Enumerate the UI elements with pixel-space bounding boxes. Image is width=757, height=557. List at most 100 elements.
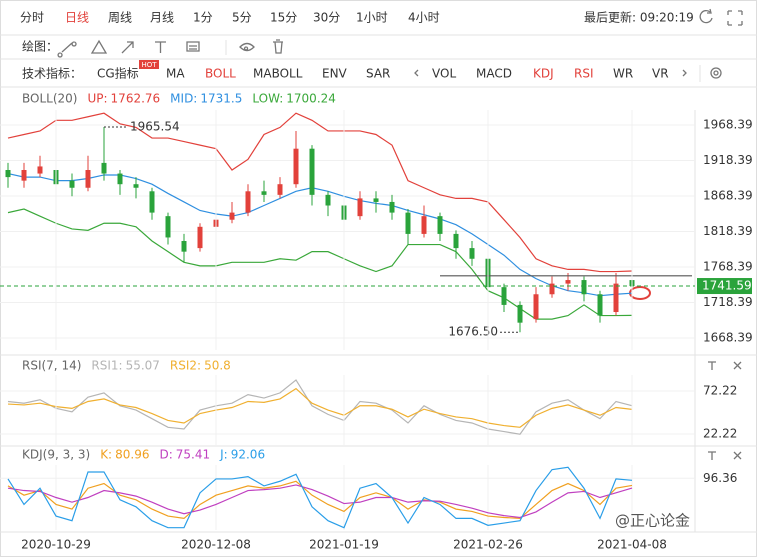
indicator-tab[interactable]: CG指标 bbox=[97, 66, 139, 81]
indicator-tab[interactable]: WR bbox=[613, 67, 633, 81]
candle-body bbox=[261, 191, 267, 195]
period-tab[interactable]: 分时 bbox=[20, 11, 44, 25]
indicator-line bbox=[7, 480, 633, 520]
candle-body bbox=[5, 170, 11, 178]
y-tick-label: 1768.39 bbox=[703, 260, 753, 274]
candle-body bbox=[565, 280, 571, 284]
y-tick-label: 1918.39 bbox=[703, 153, 753, 167]
indicator-tab[interactable]: MA bbox=[166, 67, 185, 81]
candle-body bbox=[389, 201, 395, 213]
candle-body bbox=[293, 148, 299, 185]
candle-body bbox=[229, 212, 235, 220]
panel-title: RSI(7, 14) bbox=[22, 359, 81, 373]
candle-body bbox=[469, 248, 475, 259]
draw-tools[interactable] bbox=[57, 39, 283, 58]
panel-title: KDJ(9, 3, 3) bbox=[22, 448, 90, 462]
period-tab[interactable]: 5分 bbox=[232, 11, 252, 25]
period-tab[interactable]: 30分 bbox=[313, 11, 340, 25]
settings-icon[interactable] bbox=[710, 67, 722, 79]
candle-body bbox=[597, 294, 603, 316]
candle-body bbox=[69, 180, 75, 188]
legend-value: 75.41 bbox=[176, 448, 210, 462]
y-tick-label: 1668.39 bbox=[703, 331, 753, 345]
indicator-line bbox=[7, 484, 633, 519]
legend-name: D: bbox=[159, 448, 172, 462]
period-tab[interactable]: 周线 bbox=[108, 11, 132, 25]
legend-value: 1731.5 bbox=[200, 92, 242, 106]
indicator-tab[interactable]: KDJ bbox=[533, 67, 554, 81]
legend-value: 1762.76 bbox=[111, 92, 161, 106]
candle-body bbox=[133, 184, 139, 188]
candle-body bbox=[357, 198, 363, 217]
period-tab[interactable]: 15分 bbox=[270, 11, 297, 25]
period-tab[interactable]: 1分 bbox=[193, 11, 213, 25]
scroll-right[interactable] bbox=[682, 69, 687, 77]
candle-body bbox=[149, 191, 155, 213]
period-tab[interactable]: 月线 bbox=[150, 11, 174, 25]
candle-body bbox=[309, 148, 315, 195]
y-tick-label: 22.22 bbox=[703, 426, 737, 440]
last-update: 最后更新: 09:20:19 bbox=[584, 10, 694, 25]
period-tab[interactable]: 4小时 bbox=[408, 11, 440, 25]
indicator-tab[interactable]: VOL bbox=[432, 67, 456, 81]
draw-label: 绘图： bbox=[22, 39, 58, 54]
indicator-tab[interactable]: ENV bbox=[322, 67, 348, 81]
y-tick-label: 1868.39 bbox=[703, 188, 753, 202]
legend-value: 92.06 bbox=[231, 448, 265, 462]
x-tick-label: 2021-02-26 bbox=[453, 538, 523, 552]
indicator-line bbox=[7, 466, 633, 529]
candle-body bbox=[37, 166, 43, 174]
candle-body bbox=[613, 283, 619, 313]
hot-badge-text: HOT bbox=[141, 61, 157, 69]
indicator-line bbox=[7, 112, 633, 273]
indicator-label: 技术指标： bbox=[22, 66, 82, 81]
legend-value: 55.07 bbox=[126, 359, 160, 373]
candle-body bbox=[325, 194, 331, 206]
scroll-left[interactable] bbox=[414, 69, 419, 77]
candle-body bbox=[453, 233, 459, 249]
candle-body bbox=[549, 283, 555, 295]
y-tick-label: 1818.39 bbox=[703, 224, 753, 238]
candle-body bbox=[501, 287, 507, 305]
y-tick-label: 72.22 bbox=[703, 383, 737, 397]
candle-body bbox=[517, 304, 523, 323]
panel-title: BOLL(20) bbox=[22, 92, 77, 106]
indicator-tab[interactable]: VR bbox=[652, 67, 669, 81]
legend-name: RSI1: bbox=[91, 359, 122, 373]
legend-name: K: bbox=[100, 448, 112, 462]
indicator-tab[interactable]: BOLL bbox=[205, 67, 236, 81]
refresh-icon[interactable] bbox=[699, 8, 713, 24]
indicator-tab[interactable]: MACD bbox=[476, 67, 512, 81]
x-tick-label: 2021-01-19 bbox=[309, 538, 379, 552]
fullscreen-icon[interactable] bbox=[727, 10, 743, 26]
legend-value: 50.8 bbox=[204, 359, 231, 373]
candle-body bbox=[197, 226, 203, 249]
x-tick-label: 2021-04-08 bbox=[597, 538, 667, 552]
last-price-box bbox=[697, 278, 752, 295]
candle-body bbox=[373, 198, 379, 202]
indicator-tab[interactable]: RSI bbox=[574, 67, 594, 81]
period-tab[interactable]: 1小时 bbox=[356, 11, 388, 25]
candle-body bbox=[581, 280, 587, 295]
indicator-line bbox=[7, 172, 633, 297]
panel-buttons[interactable] bbox=[708, 361, 742, 460]
last-price-label: 1741.59 bbox=[702, 279, 752, 293]
indicator-tab[interactable]: MABOLL bbox=[253, 67, 303, 81]
candle-body bbox=[165, 216, 171, 238]
candle-body bbox=[21, 170, 27, 181]
hot-badge bbox=[139, 60, 159, 69]
low-label: 1676.50 bbox=[448, 325, 498, 339]
indicator-line bbox=[7, 387, 633, 428]
y-tick-label: 1718.39 bbox=[703, 295, 753, 309]
period-tab[interactable]: 日线 bbox=[65, 11, 89, 25]
indicator-line bbox=[7, 208, 633, 320]
y-tick-label: 1968.39 bbox=[703, 117, 753, 131]
legend-name: LOW: bbox=[252, 92, 283, 106]
legend-value: 80.96 bbox=[115, 448, 149, 462]
watermark: @正心论金 bbox=[615, 512, 690, 530]
high-label: 1965.54 bbox=[130, 120, 180, 134]
x-tick-label: 2020-10-29 bbox=[21, 538, 91, 552]
indicator-tab[interactable]: SAR bbox=[366, 67, 390, 81]
